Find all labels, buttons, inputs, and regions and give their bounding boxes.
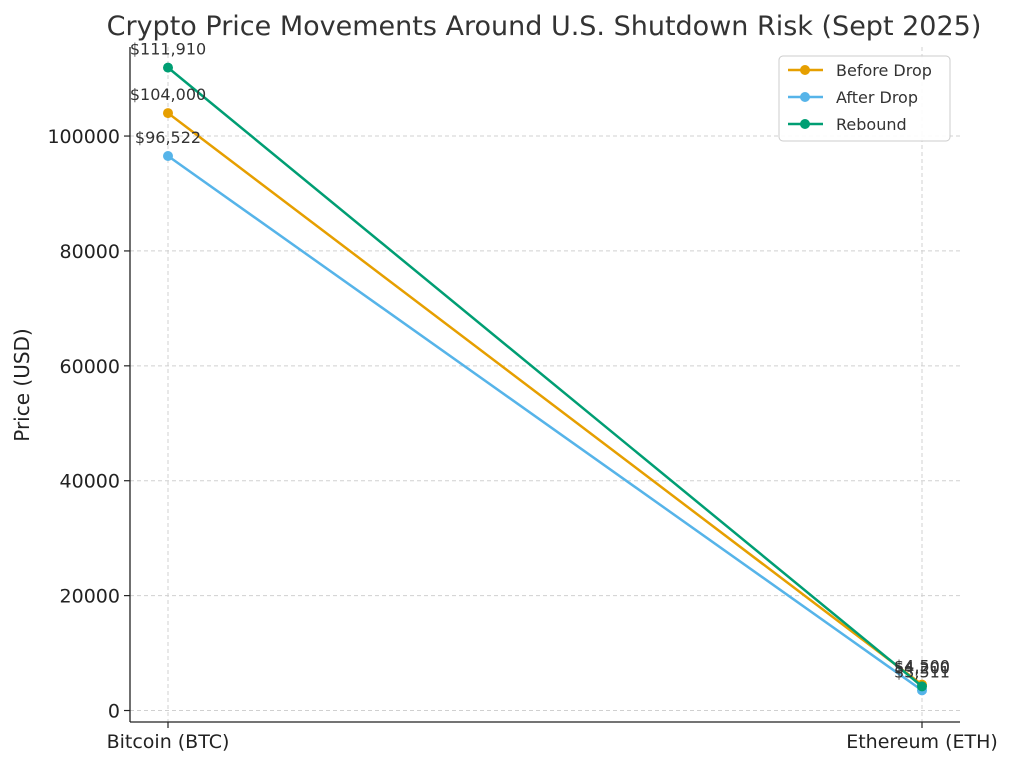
axes: 0 20000 40000 60000 80000 100000 Bitcoin (BTC)…: [47, 47, 998, 753]
data-labels: $104,000 $4,500 $96,522 $3,511 $111,910 $4,20…: [130, 40, 950, 682]
data-label: $111,910: [130, 40, 206, 59]
series-before-drop: [163, 108, 927, 690]
legend-label: Rebound: [836, 115, 907, 134]
data-point: [163, 62, 173, 73]
x-tick-label: Ethereum (ETH): [846, 731, 998, 753]
chart-title: Crypto Price Movements Around U.S. Shutd…: [107, 11, 982, 42]
data-label: $96,522: [135, 128, 201, 147]
data-point: [163, 108, 173, 119]
y-tick-label: 0: [108, 701, 120, 723]
x-tick-label: Bitcoin (BTC): [107, 731, 230, 753]
legend-box: [778, 55, 951, 142]
y-tick-label: 60000: [60, 356, 120, 378]
data-label: $4,200: [894, 658, 950, 677]
legend-marker: [800, 119, 810, 129]
data-point: [917, 681, 927, 692]
series-line: [167, 112, 923, 686]
grid-lines: [130, 47, 960, 722]
data-label: $104,000: [130, 85, 206, 104]
series-line: [167, 155, 923, 692]
legend-item: After Drop: [788, 88, 918, 107]
legend-marker: [800, 65, 810, 75]
legend-label: After Drop: [836, 88, 918, 107]
legend-item: Rebound: [788, 115, 907, 134]
legend-label: Before Drop: [836, 61, 932, 80]
series-lines: [163, 62, 927, 696]
series-after-drop: [163, 151, 927, 696]
y-tick-label: 100000: [47, 126, 120, 148]
data-point: [163, 151, 173, 162]
y-tick-label: 40000: [60, 471, 120, 493]
legend-item: Before Drop: [788, 61, 932, 80]
legend: Before Drop After Drop Rebound: [778, 55, 951, 142]
series-rebound: [163, 62, 927, 692]
data-label: $3,511: [894, 662, 950, 681]
data-label: $4,500: [894, 657, 950, 676]
legend-marker: [800, 92, 810, 102]
y-axis-label: Price (USD): [10, 328, 34, 442]
series-line: [167, 66, 923, 688]
y-tick-label: 20000: [60, 586, 120, 608]
y-tick-label: 80000: [60, 241, 120, 263]
